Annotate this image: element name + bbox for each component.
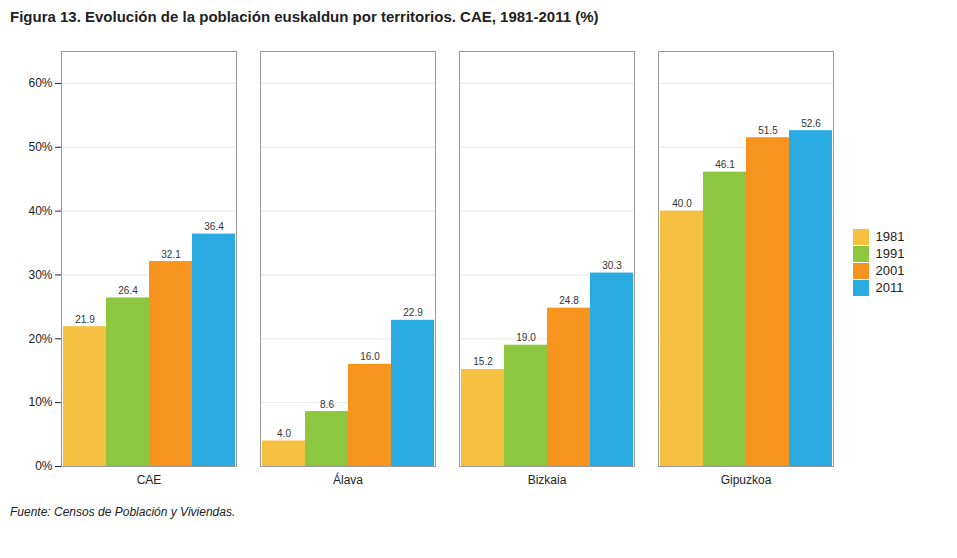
svg-text:60%: 60% (28, 76, 52, 90)
svg-text:Bizkaia: Bizkaia (528, 473, 567, 487)
html-text:Figura 13. Evolución de la pob: Figura 13. Evolución de la población eus… (10, 8, 599, 25)
svg-text:30%: 30% (28, 268, 52, 282)
svg-text:22.9: 22.9 (403, 307, 423, 318)
svg-text:8.6: 8.6 (320, 399, 334, 410)
html-text:2011: 2011 (875, 280, 904, 296)
svg-text:CAE: CAE (137, 473, 162, 487)
html-text:1991: 1991 (875, 246, 905, 262)
html-text:Fuente: Censos de Población y: Fuente: Censos de Población y Viviendas. (10, 505, 236, 519)
svg-text:4.0: 4.0 (277, 428, 291, 439)
svg-text:0%: 0% (35, 459, 53, 473)
svg-text:26.4: 26.4 (118, 285, 138, 296)
svg-text:Gipuzkoa: Gipuzkoa (721, 473, 772, 487)
svg-text:30.3: 30.3 (602, 260, 622, 271)
svg-text:46.1: 46.1 (715, 159, 735, 170)
html-text:2001: 2001 (875, 263, 905, 279)
html-text:1981: 1981 (875, 229, 905, 245)
svg-text:10%: 10% (28, 395, 52, 409)
svg-text:16.0: 16.0 (360, 351, 380, 362)
svg-text:40.0: 40.0 (672, 198, 692, 209)
svg-text:36.4: 36.4 (204, 221, 224, 232)
svg-text:20%: 20% (28, 332, 52, 346)
svg-text:32.1: 32.1 (161, 249, 181, 260)
svg-text:50%: 50% (28, 140, 52, 154)
svg-text:19.0: 19.0 (516, 332, 536, 343)
svg-text:24.8: 24.8 (559, 295, 579, 306)
svg-text:15.2: 15.2 (473, 356, 493, 367)
svg-text:Álava: Álava (333, 472, 363, 487)
svg-text:51.5: 51.5 (758, 125, 778, 136)
svg-text:52.6: 52.6 (801, 118, 821, 129)
svg-text:40%: 40% (28, 204, 52, 218)
svg-text:21.9: 21.9 (75, 314, 95, 325)
